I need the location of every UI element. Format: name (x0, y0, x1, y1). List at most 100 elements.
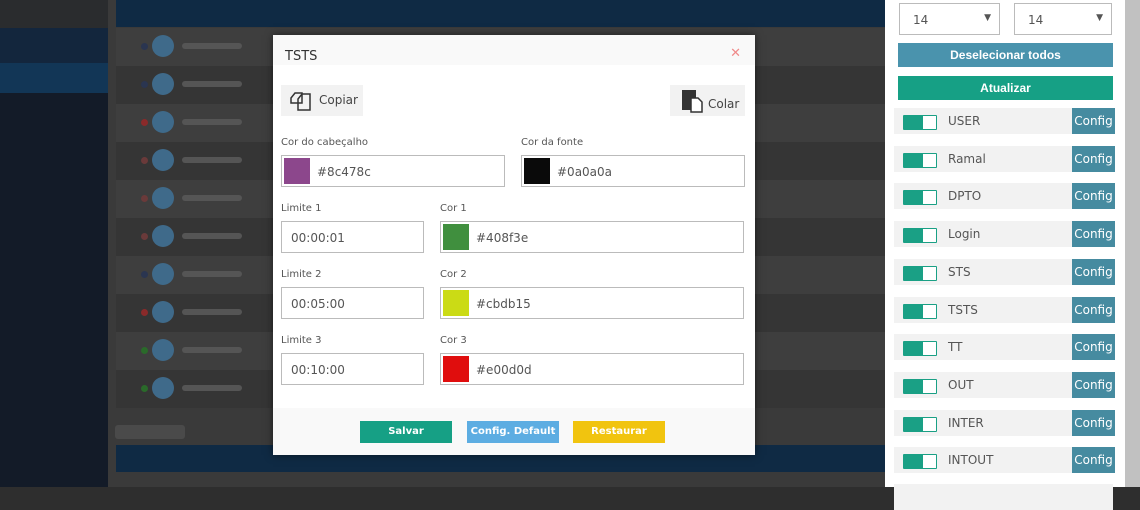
avatar (152, 187, 174, 209)
column-toggle[interactable] (903, 228, 937, 244)
copy-button[interactable]: Copiar (281, 85, 363, 116)
column-toggle[interactable] (903, 265, 937, 281)
toggle-knob (923, 342, 936, 356)
toggle-knob (923, 417, 936, 431)
limit-color-field[interactable]: #408f3e (440, 221, 744, 253)
column-label: DPTO (948, 189, 982, 204)
limit-color-label: Cor 3 (440, 335, 467, 346)
config-button[interactable]: Config (1072, 221, 1115, 248)
user-name-blurred (182, 271, 242, 277)
column-item: TSTS Config (894, 296, 1115, 323)
config-button[interactable]: Config (1072, 334, 1115, 361)
avatar (152, 73, 174, 95)
sidebar-top (0, 0, 108, 28)
avatar (152, 301, 174, 323)
limit-label: Limite 2 (281, 269, 322, 280)
limit-color-swatch[interactable] (443, 224, 469, 250)
config-button[interactable]: Config (1072, 296, 1115, 323)
user-name-blurred (182, 81, 242, 87)
limit-color-field[interactable]: #e00d0d (440, 353, 744, 385)
column-item: INTER Config (894, 409, 1115, 436)
limit-color-field[interactable]: #cbdb15 (440, 287, 744, 319)
config-button[interactable]: Config (1072, 258, 1115, 285)
column-settings-panel: 14 ▼ 14 ▼ Deselecionar todos Atualizar USE… (885, 0, 1125, 510)
font-size-select-1[interactable]: 14 ▼ (899, 3, 1000, 35)
config-default-button[interactable]: Config. Default (467, 421, 559, 443)
status-dot (141, 43, 148, 50)
font-color-label: Cor da fonte (521, 137, 584, 148)
user-name-blurred (182, 347, 242, 353)
font-color-value: #0a0a0a (557, 165, 613, 179)
paste-button[interactable]: Colar (670, 85, 745, 116)
status-dot (141, 195, 148, 202)
column-toggle[interactable] (903, 416, 937, 432)
column-toggle[interactable] (903, 190, 937, 206)
sidebar-item-selected[interactable] (0, 63, 108, 93)
user-name-blurred (182, 233, 242, 239)
config-button[interactable]: Config (1072, 183, 1115, 210)
column-label: OUT (948, 377, 974, 392)
header-color-label: Cor do cabeçalho (281, 137, 369, 148)
groups-heading (115, 425, 185, 439)
column-item: Ramal Config (894, 145, 1115, 172)
column-label: INTOUT (948, 453, 994, 468)
status-dot (141, 157, 148, 164)
column-toggle[interactable] (903, 454, 937, 470)
modal-footer: Salvar Config. Default Restaurar (273, 408, 755, 455)
config-button[interactable]: Config (1072, 447, 1115, 474)
column-toggle[interactable] (903, 115, 937, 130)
column-label: Login (948, 227, 981, 242)
limit-color-value: #cbdb15 (476, 297, 531, 311)
column-toggle[interactable] (903, 303, 937, 319)
limit-value: 00:05:00 (291, 297, 345, 311)
modal-header: TSTS ✕ (273, 35, 755, 65)
toggle-knob (923, 153, 936, 167)
config-button[interactable]: Config (1072, 108, 1115, 134)
toggle-knob (923, 191, 936, 205)
column-label: TT (948, 340, 963, 355)
header-color-field[interactable]: #8c478c (281, 155, 505, 187)
sidebar (0, 0, 108, 487)
update-button[interactable]: Atualizar (898, 76, 1113, 100)
chevron-down-icon: ▼ (984, 13, 991, 23)
config-button[interactable]: Config (1072, 145, 1115, 172)
config-button[interactable]: Config (1072, 371, 1115, 398)
column-toggle[interactable] (903, 341, 937, 357)
avatar (152, 35, 174, 57)
user-name-blurred (182, 43, 242, 49)
font-size-select-2[interactable]: 14 ▼ (1014, 3, 1112, 35)
column-toggle[interactable] (903, 378, 937, 394)
limit-color-swatch[interactable] (443, 290, 469, 316)
save-button[interactable]: Salvar (360, 421, 452, 443)
select-value: 14 (913, 13, 929, 27)
limit-label: Limite 1 (281, 203, 322, 214)
column-item: INTOUT Config (894, 447, 1115, 474)
deselect-all-button[interactable]: Deselecionar todos (898, 43, 1113, 67)
column-label: USER (948, 114, 981, 128)
limit-input[interactable]: 00:00:01 (281, 221, 424, 253)
avatar (152, 111, 174, 133)
column-item: USER Config (894, 108, 1115, 134)
toggle-knob (923, 455, 936, 469)
select-value: 14 (1028, 13, 1044, 27)
copy-icon (290, 92, 311, 111)
status-dot (141, 81, 148, 88)
limit-input[interactable]: 00:05:00 (281, 287, 424, 319)
close-icon[interactable]: ✕ (730, 46, 741, 61)
config-button[interactable]: Config (1072, 409, 1115, 436)
font-color-swatch[interactable] (524, 158, 550, 184)
scrollbar[interactable] (1125, 0, 1140, 487)
column-label: Ramal (948, 151, 986, 166)
header-color-swatch[interactable] (284, 158, 310, 184)
toggle-knob (923, 304, 936, 318)
limit-input[interactable]: 00:10:00 (281, 353, 424, 385)
toggle-knob (923, 266, 936, 280)
column-config-modal: TSTS ✕ Copiar Colar Cor do cabeçalho #8c… (273, 35, 755, 455)
restore-button[interactable]: Restaurar (573, 421, 665, 443)
toggle-knob (923, 116, 936, 129)
limit-color-swatch[interactable] (443, 356, 469, 382)
column-toggle[interactable] (903, 152, 937, 168)
font-color-field[interactable]: #0a0a0a (521, 155, 745, 187)
avatar (152, 149, 174, 171)
header-color-value: #8c478c (317, 165, 371, 179)
